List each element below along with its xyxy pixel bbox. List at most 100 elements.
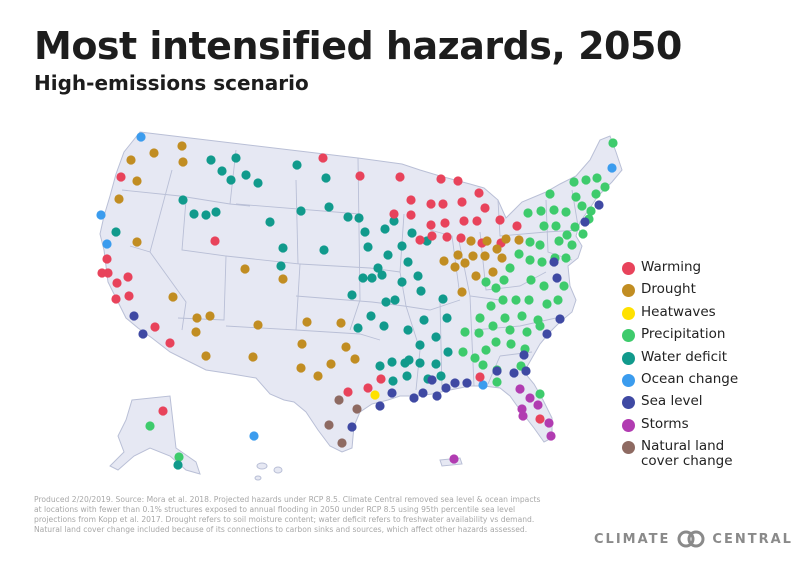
hazard-dot-water [381,297,391,307]
hazard-dot-ocean [478,380,488,390]
hazard-dot-drought [302,317,312,327]
hazard-dot-storms [525,393,535,403]
hazard-dot-sea [427,375,437,385]
hazard-dot-precipitation [499,275,509,285]
hazard-dot-storms [544,418,554,428]
hazard-dot-sea [409,393,419,403]
hazard-dot-warming [150,322,160,332]
hazard-dot-water [416,286,426,296]
hazard-dot-precipitation [491,337,501,347]
hazard-dot-water [189,209,199,219]
brand-word-right: CENTRAL [712,531,793,547]
hazard-dot-precipitation [559,281,569,291]
hazard-dot-water [419,315,429,325]
hazard-dot-warming [459,216,469,226]
legend-label-storms: Storms [641,415,689,432]
hazard-dot-storms [518,411,528,421]
hazard-dot-precipitation [592,173,602,183]
legend-label-precipitation: Precipitation [641,326,726,343]
hazard-dot-drought [205,311,215,321]
hazard-dot-drought [313,371,323,381]
hazard-dot-precipitation [517,311,527,321]
hazard-dot-precipitation [475,313,485,323]
hazard-dot-warming [406,210,416,220]
hazard-dot-drought [132,176,142,186]
hazard-dot-warming [535,414,545,424]
hazard-dot-precipitation [535,321,545,331]
hazard-dot-storms [546,431,556,441]
hazard-dot-water [443,347,453,357]
hazard-dot-drought [439,256,449,266]
hazard-dot-warming [436,174,446,184]
hazard-dot-water [403,325,413,335]
hazard-dot-water [377,270,387,280]
hazard-dot-warming [415,235,425,245]
hazard-dot-precipitation [470,353,480,363]
hazard-dot-ocean [136,132,146,142]
hazard-dot-water [431,332,441,342]
hazard-dot-sea [552,273,562,283]
hazard-dot-precipitation [506,339,516,349]
hazard-dot-warming [318,153,328,163]
hazard-dot-precipitation [525,255,535,265]
hazard-dot-precipitation [545,189,555,199]
hazard-dot-water [324,202,334,212]
hazard-dot-warming [480,203,490,213]
hazard-dot-water [415,358,425,368]
legend-swatch-heatwaves [622,306,635,320]
hazard-dot-water [390,295,400,305]
hazard-dot-sea [432,391,442,401]
hazard-dot-warming [427,231,437,241]
legend-item-precipitation: Precipitation [622,327,751,349]
hazard-dot-storms [515,384,525,394]
hazard-dot-water [383,250,393,260]
hazard-dot-precipitation [551,221,561,231]
hazard-dot-drought [253,320,263,330]
hazard-dot-water [211,207,221,217]
hazard-dot-water [217,166,227,176]
hazard-dot-sea [387,388,397,398]
hazard-dot-precipitation [577,201,587,211]
hazard-dot-water [173,460,183,470]
hazard-dot-water [343,212,353,222]
hazard-dot-warming [426,220,436,230]
hazard-dot-precipitation [145,421,155,431]
hazard-dot-water [404,355,414,365]
hazard-dot-water [387,357,397,367]
hazard-dot-warming [124,291,134,301]
hazard-dot-precipitation [522,327,532,337]
hazard-dot-sea [418,388,428,398]
hazard-dot-water [276,261,286,271]
hazard-dot-precipitation [535,240,545,250]
hazard-dot-storms [533,400,543,410]
hazard-dot-warming [210,236,220,246]
hazard-dot-precipitation [570,222,580,232]
hazard-dot-water [360,227,370,237]
hazard-dot-water [397,277,407,287]
legend-item-ocean-change: Ocean change [622,371,751,394]
legend-item-storms: Storms [622,415,751,439]
hazard-dot-drought [480,251,490,261]
legend: Warming Drought Heatwaves Precipitation … [622,260,751,475]
hazard-dot-water [438,294,448,304]
hazard-dot-precipitation [539,281,549,291]
hazard-dot-precipitation [571,192,581,202]
hazard-dot-storms [449,454,459,464]
hazard-dot-precipitation [492,377,502,387]
hazard-dot-water [296,206,306,216]
legend-item-sea-level: Sea level [622,394,751,416]
hazard-dot-water [363,242,373,252]
hazard-dot-drought [178,157,188,167]
hazard-dot-drought [278,274,288,284]
hazard-dot-warming [440,218,450,228]
legend-swatch-storms [622,418,635,432]
hazard-dot-water [241,170,251,180]
hazard-dot-water [231,153,241,163]
logo-rings-icon [677,530,705,548]
page-subtitle: High-emissions scenario [34,71,309,95]
hazard-dot-water [253,178,263,188]
hazard-dot-precipitation [460,327,470,337]
hazard-dot-water [265,217,275,227]
hazard-dot-precipitation [524,295,534,305]
